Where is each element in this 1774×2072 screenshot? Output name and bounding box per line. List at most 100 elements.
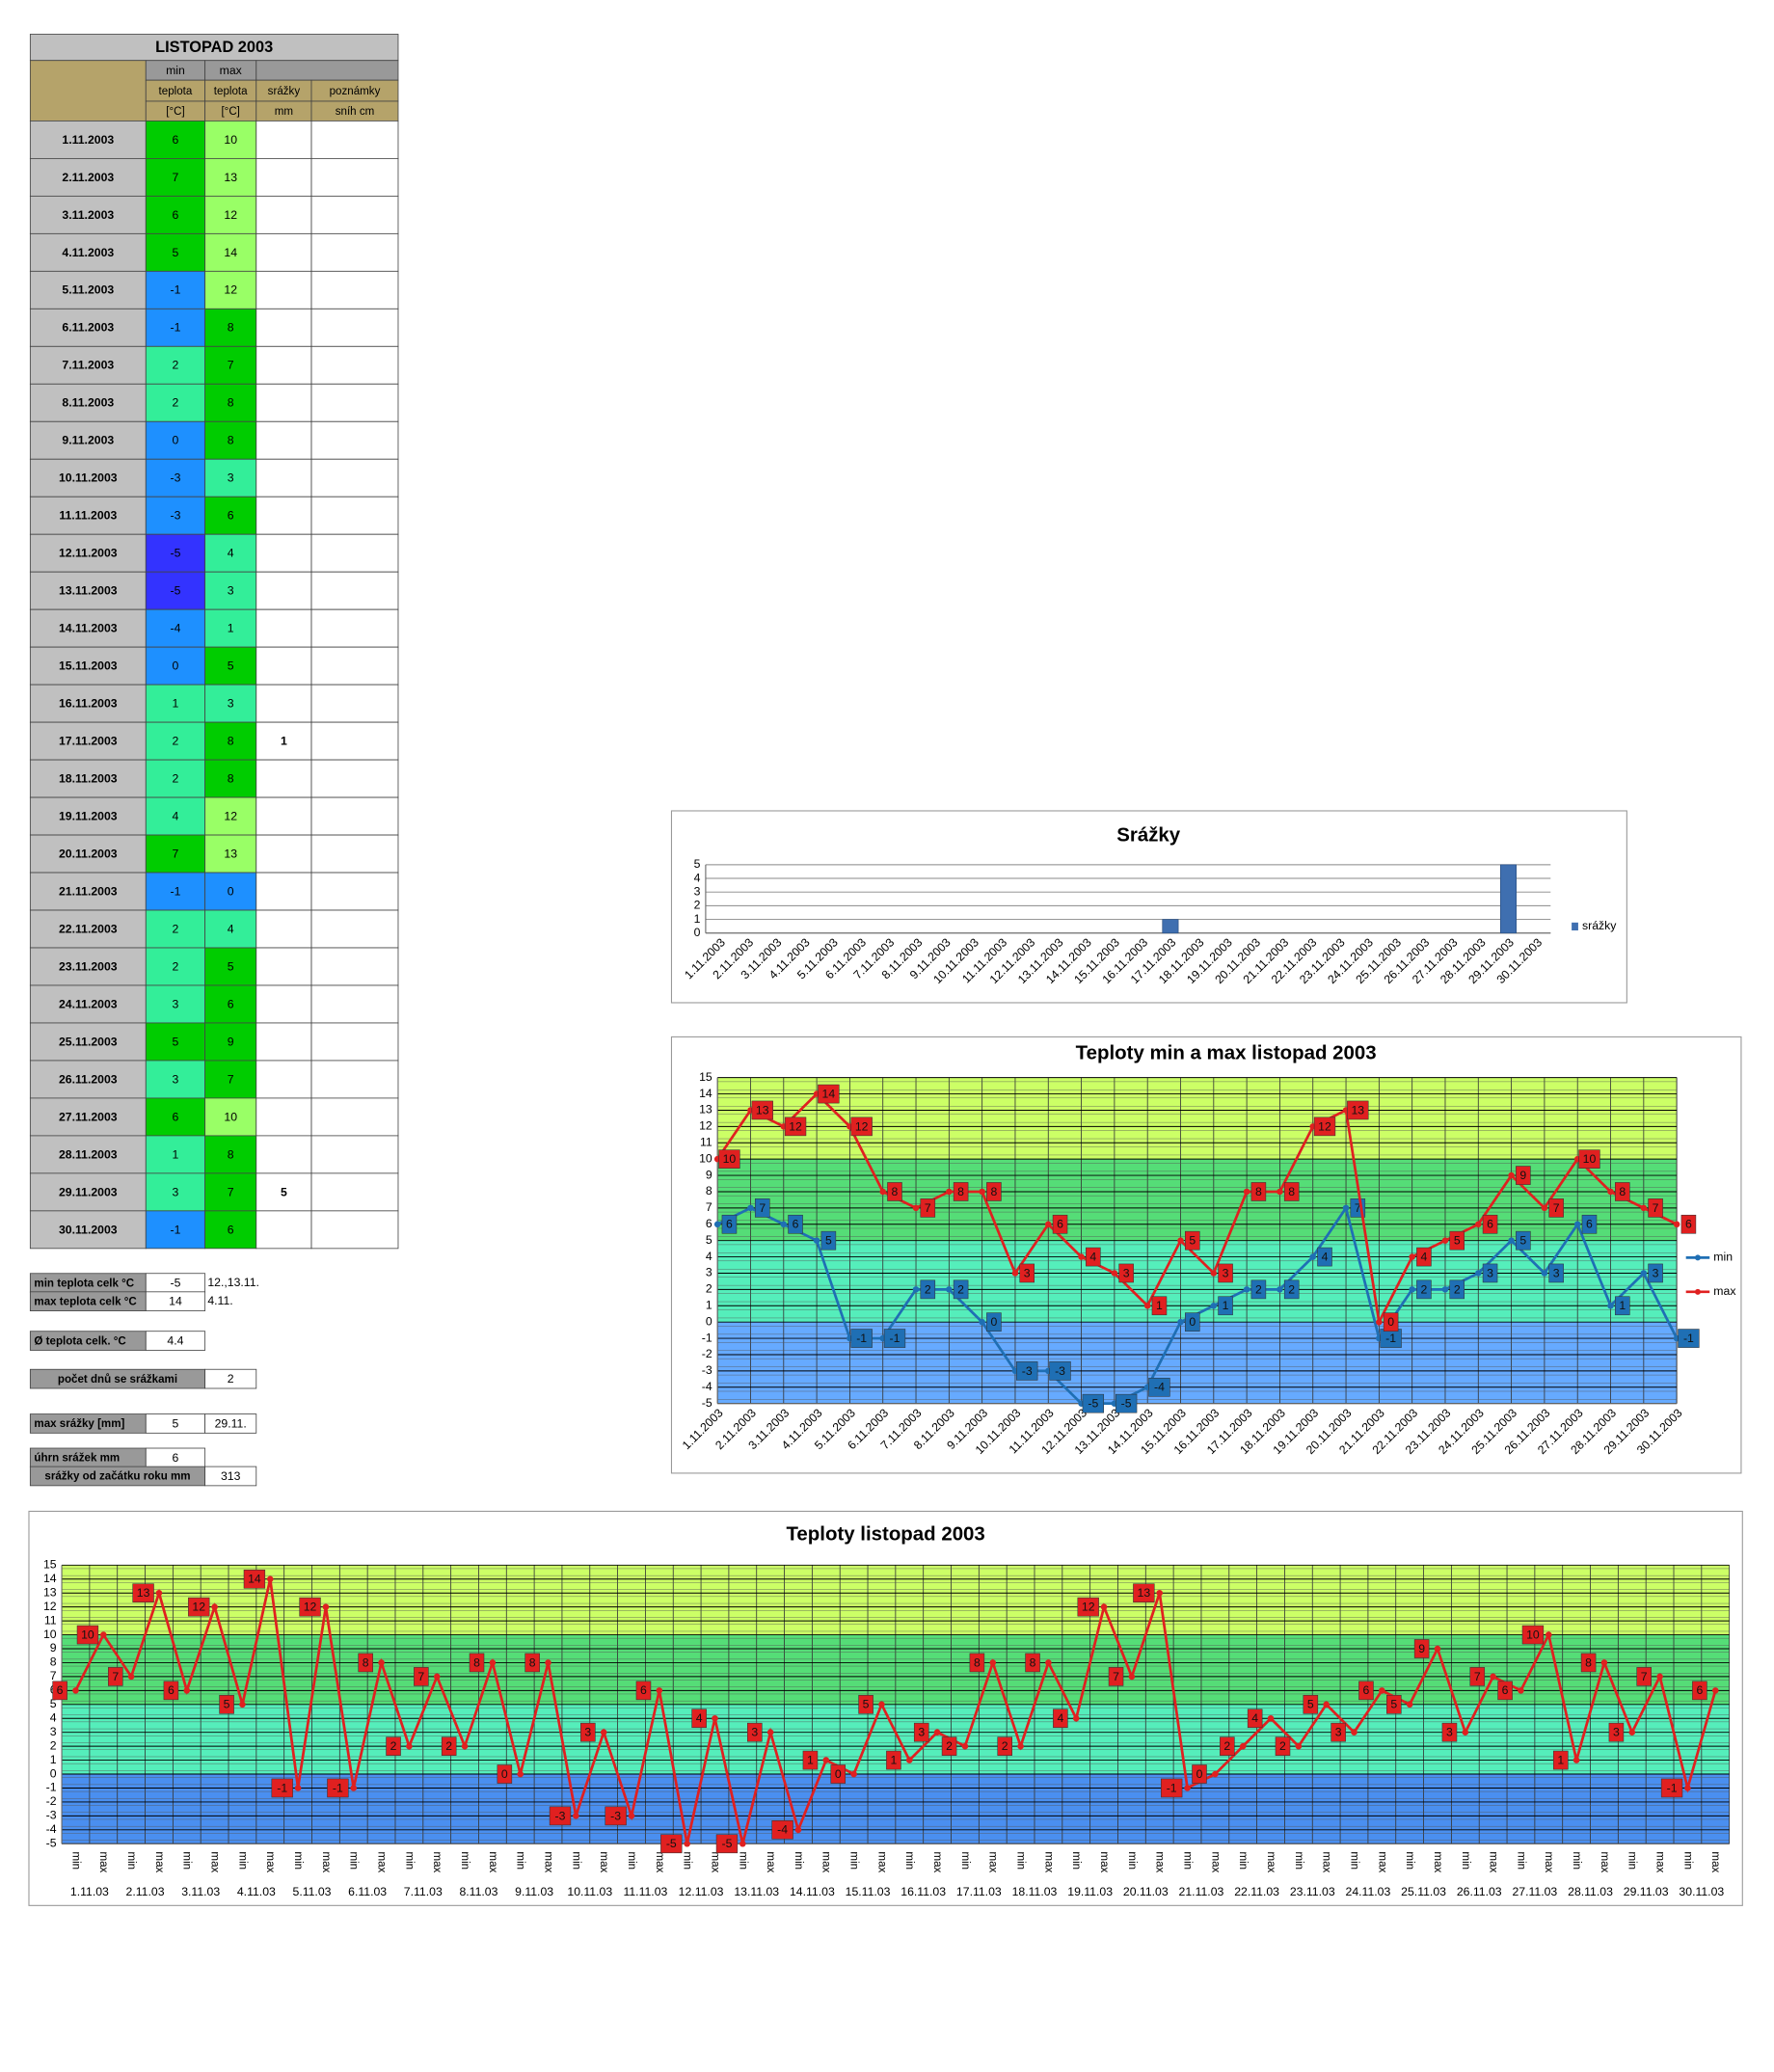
cell: [29, 684, 147, 723]
cell: [29, 383, 147, 422]
data-label-box: [605, 1806, 627, 1826]
legend-point: [1694, 1288, 1701, 1295]
x-tick-label: min: [959, 1851, 971, 1870]
data-label: -3: [1022, 1364, 1033, 1378]
data-label: -1: [277, 1781, 287, 1794]
cell: [204, 121, 257, 159]
group-label: 1.11.03: [70, 1885, 109, 1898]
x-tick-label: max: [820, 1851, 832, 1872]
point: [1267, 1714, 1275, 1722]
y-tick-label: -5: [702, 1396, 712, 1410]
chart: Teploty min a max listopad 2003 -5 -4 -3 -2 -…: [670, 1036, 1742, 1474]
y-tick-label: 4: [706, 1250, 712, 1263]
cell: [310, 834, 399, 874]
cell: [145, 571, 206, 610]
data-label: 6: [726, 1218, 733, 1231]
data-label-box: [1330, 1722, 1346, 1742]
x-tick-label: min: [1460, 1851, 1471, 1870]
data-label: 6: [1586, 1218, 1593, 1231]
cell: [310, 872, 399, 911]
y-tick-label: 12: [43, 1600, 57, 1613]
min-value: 1: [173, 1147, 179, 1161]
y-tick-label: 3: [706, 1266, 712, 1279]
chart-frame: [670, 810, 1627, 1004]
point: [461, 1742, 469, 1750]
point: [946, 1286, 953, 1293]
max-value: 12: [224, 208, 237, 222]
point: [906, 1757, 913, 1763]
min-value: 5: [173, 246, 179, 259]
point: [1409, 1286, 1415, 1293]
y-tick-label: -1: [46, 1781, 57, 1794]
point: [1628, 1729, 1636, 1736]
cell: [204, 1413, 257, 1434]
cell: [255, 345, 312, 385]
max-value: 4: [228, 922, 234, 935]
data-label-box: [1678, 1329, 1700, 1348]
y-tick-label: -4: [702, 1380, 712, 1393]
data-label-box: [913, 1722, 929, 1742]
data-label-box: [1049, 1361, 1071, 1381]
header: min: [166, 64, 185, 77]
point: [433, 1673, 441, 1681]
y-tick-label: 14: [699, 1087, 712, 1100]
point: [1210, 1302, 1218, 1309]
point: [1475, 1270, 1482, 1277]
cell: [145, 721, 206, 761]
data-label-box: [1025, 1653, 1040, 1673]
data-label: 7: [112, 1670, 119, 1683]
data-label: 8: [1255, 1185, 1262, 1198]
cell: [204, 909, 257, 949]
summary-value: 313: [221, 1469, 241, 1483]
data-label-box: [108, 1667, 123, 1686]
summary-value: 5: [173, 1416, 179, 1430]
srazky-value: 5: [281, 1185, 287, 1198]
y-tick-label: -2: [46, 1794, 57, 1808]
data-label-box: [747, 1722, 763, 1742]
x-tick-label: min: [181, 1851, 193, 1870]
cell: [255, 646, 312, 686]
x-tick-label: min: [1126, 1851, 1138, 1870]
max-value: 12: [224, 283, 237, 297]
data-label: 5: [825, 1234, 832, 1248]
point: [1309, 1253, 1317, 1260]
group-label: 18.11.03: [1012, 1885, 1058, 1898]
cell: [255, 834, 312, 874]
data-label: 2: [1454, 1282, 1461, 1296]
data-label-box: [1615, 1296, 1630, 1316]
y-tick-label: 15: [43, 1558, 57, 1572]
data-label-box: [1161, 1778, 1183, 1798]
header: max: [220, 64, 242, 77]
data-label-box: [1482, 1263, 1498, 1283]
data-label-box: [1358, 1681, 1374, 1701]
group-label: 19.11.03: [1067, 1885, 1113, 1898]
cell: [145, 496, 206, 535]
data-label-box: [414, 1667, 429, 1686]
cell: [255, 796, 312, 836]
cell: [145, 1210, 206, 1250]
x-tick-label: min: [1070, 1851, 1082, 1870]
point: [989, 1659, 997, 1666]
data-label: 5: [1454, 1234, 1461, 1248]
date: 11.11.2003: [59, 509, 117, 523]
data-label: 12: [1082, 1601, 1095, 1614]
cell: [255, 157, 312, 197]
y-tick-label: 1: [694, 912, 701, 926]
data-label: 1: [1223, 1299, 1229, 1312]
max-value: 13: [224, 847, 237, 860]
cell: [145, 834, 206, 874]
x-tick-label: min: [1015, 1851, 1027, 1870]
max-value: 7: [228, 1072, 234, 1086]
band: [717, 1077, 1678, 1160]
cell: [29, 759, 147, 798]
header: teplota: [214, 86, 248, 97]
min-value: -5: [171, 547, 181, 560]
min-value: -1: [171, 321, 181, 335]
data-label-box: [243, 1569, 266, 1589]
date: 10.11.2003: [59, 471, 118, 485]
cell: [310, 420, 399, 460]
data-label: 7: [759, 1201, 766, 1215]
header: [°C]: [221, 106, 239, 118]
y-tick-label: 11: [700, 1135, 712, 1148]
data-label: 14: [248, 1573, 261, 1586]
